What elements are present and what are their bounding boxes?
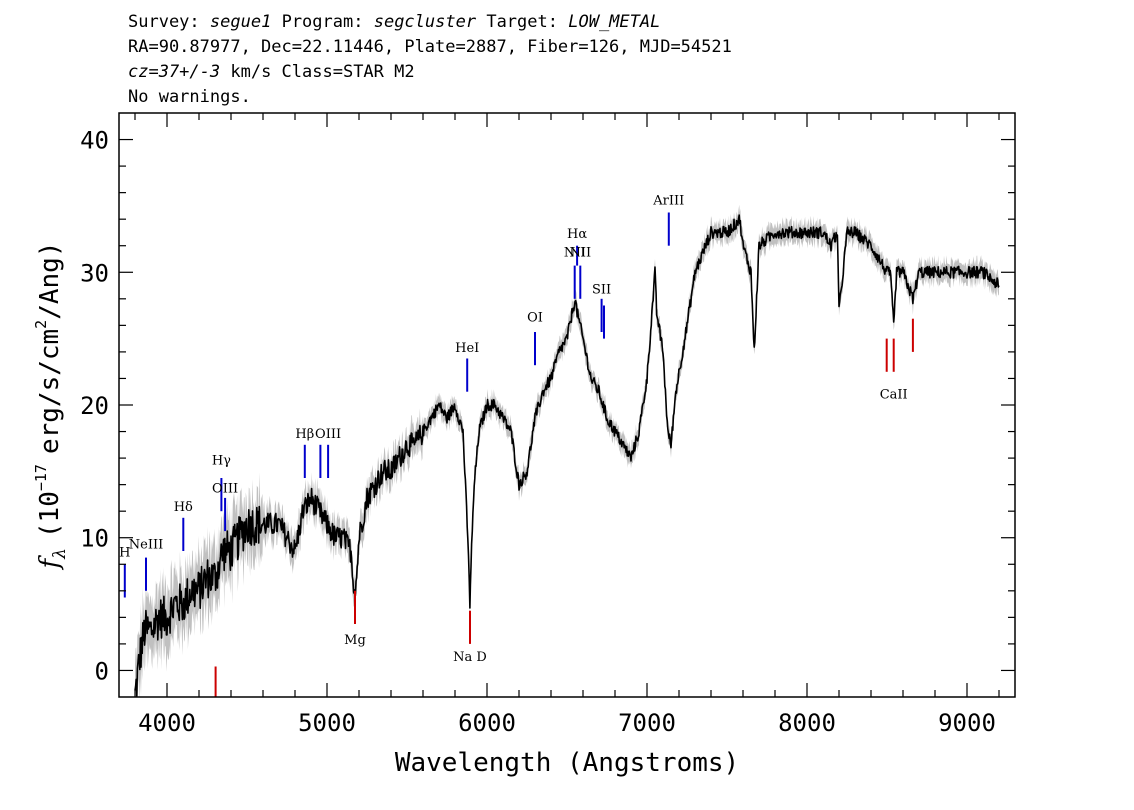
spectral-line-label: Hβ bbox=[295, 427, 314, 442]
spectral-line-label: Mg bbox=[344, 633, 366, 648]
plot-frame bbox=[118, 112, 1016, 698]
spectral-line-label: OI bbox=[527, 310, 543, 325]
spectral-line-label: HeI bbox=[455, 341, 479, 356]
program-value: segcluster bbox=[374, 12, 477, 32]
error-band bbox=[135, 204, 999, 697]
spectral-line-label: SII bbox=[592, 283, 611, 298]
y-tick-label: 20 bbox=[80, 392, 109, 420]
spectral-line-label: Na D bbox=[453, 650, 487, 665]
program-label: Program: bbox=[282, 12, 364, 32]
header-line-1: Survey: segue1 Program: segcluster Targe… bbox=[128, 12, 660, 32]
spectral-line-label: ArIII bbox=[652, 194, 684, 209]
spectral-line-label: H bbox=[119, 545, 130, 560]
spectral-line-label: CaII bbox=[880, 387, 908, 402]
y-tick-label: 10 bbox=[80, 525, 109, 553]
target-value: LOW_METAL bbox=[568, 12, 660, 32]
y-tick-label: 30 bbox=[80, 259, 109, 287]
header-line-3: cz=37+/-3 km/s Class=STAR M2 bbox=[128, 62, 415, 82]
redshift-value: cz=37+/-3 bbox=[128, 62, 220, 82]
x-tick-label: 9000 bbox=[938, 709, 996, 737]
x-axis-label: Wavelength (Angstroms) bbox=[395, 748, 739, 778]
y-axis-label-exp1: −17 bbox=[32, 464, 50, 491]
spectral-line-label: NII bbox=[569, 245, 591, 260]
spectrum-line bbox=[134, 214, 1000, 697]
spectrum-layer bbox=[134, 214, 1000, 697]
header-line-2: RA=90.87977, Dec=22.11446, Plate=2887, F… bbox=[128, 37, 732, 57]
survey-value: segue1 bbox=[210, 12, 271, 32]
error-band-layer bbox=[135, 204, 999, 697]
survey-label: Survey: bbox=[128, 12, 200, 32]
class-value: km/s Class=STAR M2 bbox=[230, 62, 414, 82]
x-tick-label: 7000 bbox=[618, 709, 676, 737]
y-axis-label-unit-b: erg/s/cm bbox=[35, 329, 65, 454]
y-axis-label: fλ(10−17erg/s/cm2/Ang) bbox=[32, 241, 70, 570]
x-tick-label: 5000 bbox=[298, 709, 356, 737]
header-line-4: No warnings. bbox=[128, 87, 251, 107]
x-tick-label: 8000 bbox=[778, 709, 836, 737]
spectral-line-label: OIII bbox=[212, 482, 238, 497]
y-axis-label-unit-c: /Ang) bbox=[35, 241, 65, 319]
y-tick-label: 40 bbox=[80, 127, 109, 155]
y-axis-label-unit-a: (10 bbox=[35, 491, 65, 538]
spectral-line-label: Hα bbox=[567, 227, 587, 242]
x-tick-label: 6000 bbox=[458, 709, 516, 737]
spectral-line-label: OIII bbox=[315, 427, 341, 442]
axis-ticks: 4000 5000 6000 7000 8000 9000 0 10 20 30 40 bbox=[80, 113, 1015, 737]
y-tick-label: 0 bbox=[95, 657, 109, 685]
y-axis-label-exp2: 2 bbox=[32, 320, 50, 329]
spectral-line-label: Hγ bbox=[212, 454, 231, 469]
target-label: Target: bbox=[486, 12, 558, 32]
x-tick-label: 4000 bbox=[138, 709, 196, 737]
spectral-line-label: NII bbox=[564, 245, 586, 260]
spectral-line-label: NeIII bbox=[129, 537, 163, 552]
y-axis-label-sub: λ bbox=[50, 548, 70, 560]
spectral-line-label: Hδ bbox=[174, 500, 193, 515]
